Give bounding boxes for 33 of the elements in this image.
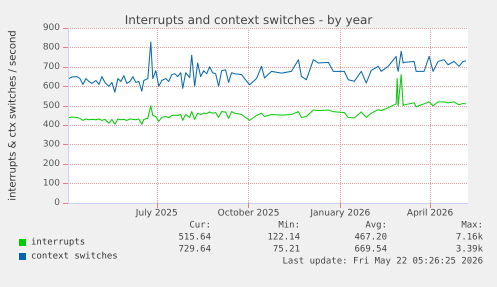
text: 515.64	[178, 232, 211, 242]
y-tick-label: 600	[42, 81, 60, 92]
text: 669.54	[354, 244, 387, 254]
text: 3.39k	[456, 244, 484, 254]
legend-label: context switches	[31, 252, 118, 262]
x-tick-label: October 2025	[218, 208, 280, 218]
y-tick-label: 800	[42, 42, 60, 52]
chart-title: Interrupts and context switches - by year	[124, 13, 372, 27]
y-tick-label: 300	[42, 140, 60, 150]
y-tick-label: 700	[42, 62, 60, 72]
text: Avg:	[365, 220, 387, 230]
x-tick-label: January 2026	[309, 208, 371, 218]
text: Cur:	[189, 220, 211, 230]
text: 467.20	[354, 232, 387, 242]
y-tick-label: 900	[42, 23, 60, 33]
text: 75.21	[272, 244, 300, 254]
line-series	[68, 74, 467, 125]
y-axis-title: interrupts & ctx switches / second	[8, 30, 18, 201]
text: 122.14	[267, 232, 300, 242]
y-tick-label: 100	[42, 178, 60, 189]
x-tick-label: July 2025	[134, 208, 178, 218]
y-tick-label: 400	[42, 120, 60, 130]
y-tick-label: 0	[54, 198, 60, 208]
text: 729.64	[178, 244, 211, 254]
y-tick-label: 500	[42, 100, 60, 111]
line-series	[68, 42, 467, 93]
text: Last update: Fri May 22 05:26:25 2026	[282, 256, 483, 266]
text: Min:	[278, 220, 300, 230]
legend-label: interrupts	[31, 238, 86, 248]
text: Max:	[461, 220, 483, 230]
x-tick-label: April 2026	[406, 208, 454, 218]
text: 7.16k	[456, 232, 484, 242]
y-tick-label: 200	[42, 159, 60, 170]
